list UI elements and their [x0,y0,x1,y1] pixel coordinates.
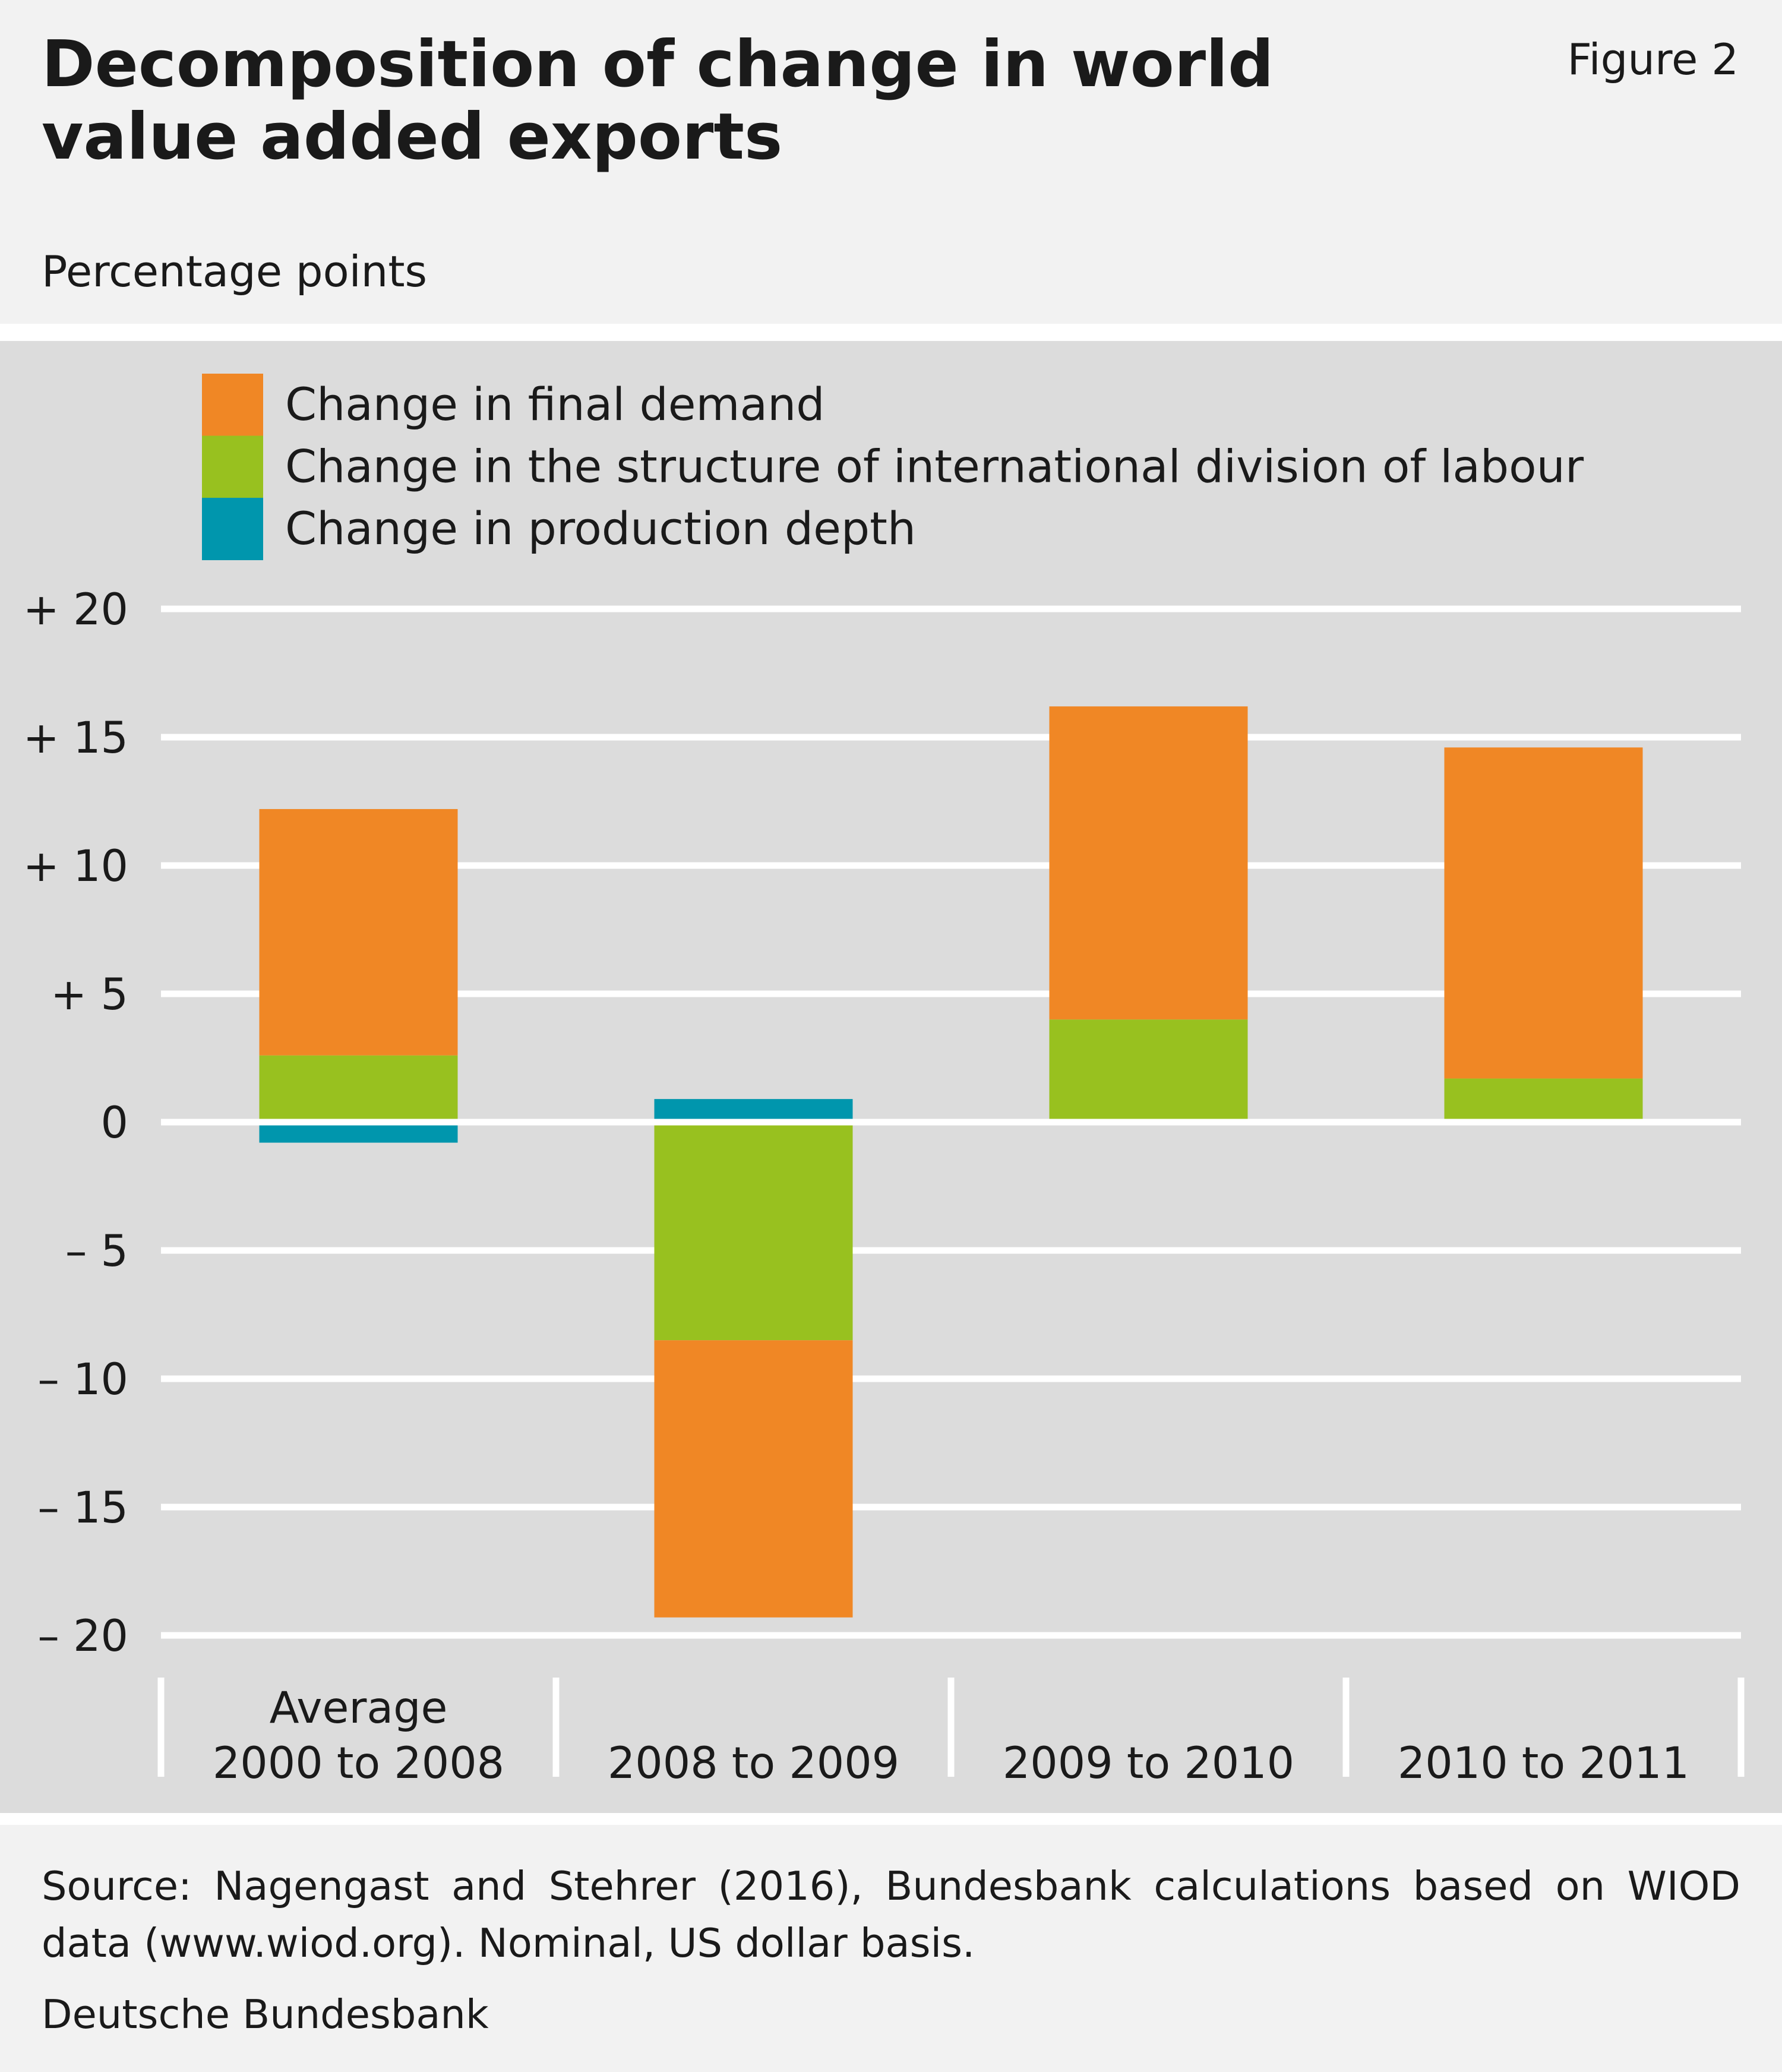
y-tick-label: + 10 [23,841,128,892]
footer: Source: Nagengast and Stehrer (2016), Bu… [0,1825,1782,2072]
y-tick-label: + 15 [23,713,128,763]
y-tick-label: + 20 [23,585,128,635]
y-tick-label: 0 [101,1098,128,1148]
legend-label: Change in the structure of international… [285,440,1584,493]
unit-label: Percentage points [42,247,428,296]
source-note: Source: Nagengast and Stehrer (2016), Bu… [42,1863,1740,1966]
legend-label: Change in final demand [285,378,824,431]
bar-segment [259,808,458,1056]
figure-label: Figure 2 [1567,34,1739,84]
legend-label: Change in production depth [285,502,916,555]
bar-segment [1444,747,1643,1079]
bar-segment [654,1122,853,1341]
legend-swatch [202,435,263,498]
bar-segment [259,1122,458,1143]
y-tick-label: + 5 [50,969,128,1020]
header: Decomposition of change in world value a… [0,0,1782,324]
x-category-label: 2010 to 2011 [1398,1738,1689,1789]
bar-segment [1049,1019,1248,1122]
bar-segment [1049,706,1248,1020]
x-category-label: 2000 to 2008 [213,1738,504,1789]
y-tick-label: – 20 [37,1611,128,1662]
legend-swatch [202,498,263,560]
legend-swatch [202,374,263,436]
chart-title: Decomposition of change in world value a… [42,27,1274,174]
y-tick-label: – 15 [37,1483,128,1533]
x-category-label: Average [270,1683,448,1733]
x-category-label: 2009 to 2010 [1003,1738,1294,1789]
publisher: Deutsche Bundesbank [42,1991,489,2038]
bar-segment [654,1340,853,1618]
bar-segment [259,1055,458,1122]
bar-segment [654,1099,853,1122]
x-category-label: 2008 to 2009 [608,1738,899,1789]
y-tick-label: – 5 [65,1226,128,1277]
y-tick-label: – 10 [37,1354,128,1405]
bar-segment [1444,1078,1643,1122]
